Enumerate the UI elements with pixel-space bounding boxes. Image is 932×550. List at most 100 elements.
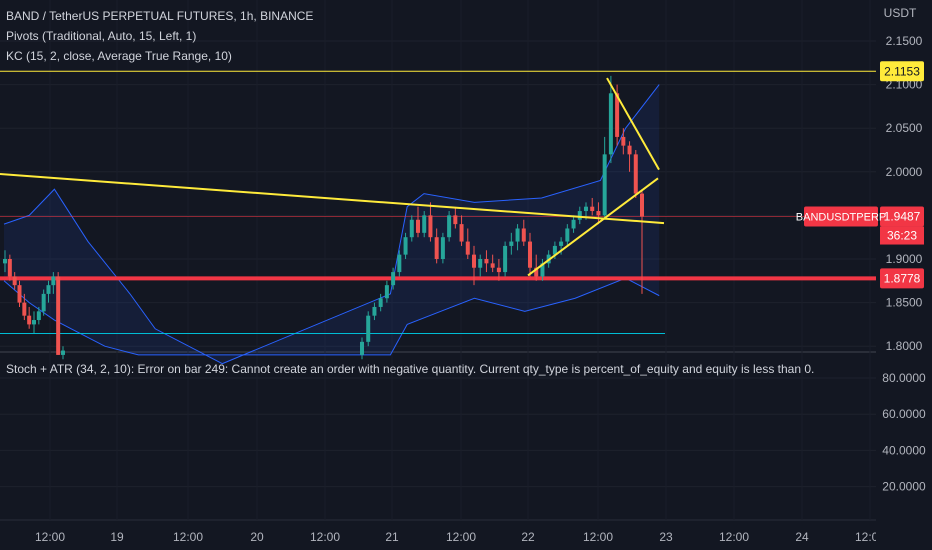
strategy-error-message: Stoch + ATR (34, 2, 10): Error on bar 24… — [6, 362, 815, 376]
candle-body — [36, 311, 41, 321]
time-tick-label: 12:00 — [310, 530, 340, 544]
candle-body — [509, 241, 514, 246]
symbol-badge — [804, 206, 878, 227]
candle-body — [490, 263, 495, 268]
time-tick-label: 12:00 — [35, 530, 65, 544]
symbol-badge-label: BANDUSDTPERP — [796, 212, 886, 224]
candle-body — [56, 276, 61, 355]
candle-body — [596, 211, 601, 216]
candle-body — [602, 154, 607, 216]
keltner-fill — [4, 84, 660, 364]
time-tick-label: 12:00 — [583, 530, 613, 544]
candle-body — [453, 215, 458, 225]
candle-body — [459, 224, 464, 242]
candle-body — [366, 315, 371, 342]
price-badge — [880, 268, 924, 289]
price-tick-label: 1.8500 — [886, 296, 923, 310]
candle-body — [22, 302, 27, 316]
candle-body — [503, 245, 508, 273]
price-badge-label: 1.8778 — [884, 271, 921, 285]
candle-body — [615, 93, 620, 137]
time-tick-label: 12:00 — [173, 530, 203, 544]
time-tick-label: 19 — [110, 530, 124, 544]
candle-body — [627, 145, 632, 155]
candle-body — [391, 272, 396, 286]
price-tick-label: 2.0000 — [886, 165, 923, 179]
osc-tick-label: 40.0000 — [882, 443, 926, 457]
candle-body — [403, 237, 408, 255]
countdown-badge — [880, 226, 924, 245]
candle-body — [559, 241, 564, 246]
candle-body — [51, 276, 56, 286]
osc-tick-label: 60.0000 — [882, 407, 926, 421]
candle-body — [12, 276, 17, 286]
candle-body — [440, 237, 445, 259]
time-tick-label: 12:00 — [446, 530, 476, 544]
time-tick-label: 23 — [659, 530, 673, 544]
candle-body — [465, 241, 470, 255]
candle-body — [397, 254, 402, 273]
candle-body — [7, 259, 12, 277]
candle-body — [27, 315, 32, 325]
time-tick-label: 22 — [521, 530, 535, 544]
candle-body — [416, 219, 420, 233]
candle-body — [633, 154, 638, 194]
time-tick-label: 20 — [250, 530, 264, 544]
osc-tick-label: 80.0000 — [882, 371, 926, 385]
time-tick-label: 21 — [385, 530, 399, 544]
chart-title: BAND / TetherUS PERPETUAL FUTURES, 1h, B… — [6, 9, 314, 23]
price-tick-label: 1.9000 — [886, 252, 923, 266]
time-tick-label: 12:00 — [719, 530, 749, 544]
candle-body — [590, 206, 595, 212]
price-axis-unit: USDT — [884, 6, 917, 20]
trendline — [0, 172, 665, 225]
candle-body — [565, 228, 570, 242]
price-badge — [880, 61, 924, 82]
trendline — [606, 77, 660, 171]
candle-body — [447, 215, 452, 238]
time-tick-label: 24 — [795, 530, 809, 544]
candle-body — [372, 306, 377, 316]
price-tick-label: 2.1500 — [886, 34, 923, 48]
candle-body — [428, 215, 433, 238]
candle-body — [577, 211, 582, 220]
countdown-label: 36:23 — [887, 229, 917, 243]
price-badge-label: 1.9487 — [884, 210, 921, 224]
candle-body — [496, 267, 501, 273]
candle-body — [608, 93, 613, 155]
candle-body — [515, 228, 520, 242]
candle-body — [621, 136, 626, 146]
price-tick-label: 1.8000 — [886, 339, 923, 353]
candle-body — [584, 206, 588, 212]
candle-body — [409, 219, 414, 238]
candle-body — [3, 259, 7, 264]
candle-body — [571, 219, 576, 229]
candle-body — [41, 293, 46, 312]
candle-body — [32, 320, 36, 325]
candle-body — [378, 298, 383, 307]
candle-body — [484, 259, 489, 264]
candle-body — [422, 215, 427, 233]
candle-body — [640, 193, 644, 217]
candle-body — [552, 245, 557, 255]
osc-tick-label: 20.0000 — [882, 480, 926, 494]
candle-body — [360, 341, 364, 355]
keltner-upper — [3, 84, 660, 365]
candle-body — [472, 254, 476, 268]
price-badge-label: 2.1153 — [884, 64, 920, 78]
price-badge — [880, 206, 924, 227]
candle-body — [61, 350, 65, 355]
candle-body — [46, 285, 51, 294]
candle-body — [534, 267, 539, 277]
indicator-pivots[interactable]: Pivots (Traditional, Auto, 15, Left, 1) — [6, 29, 197, 43]
candle-body — [434, 237, 439, 259]
candle-body — [540, 263, 545, 277]
candle-body — [521, 228, 526, 242]
price-tick-label: 2.0500 — [886, 121, 923, 135]
indicator-keltner[interactable]: KC (15, 2, close, Average True Range, 10… — [6, 49, 232, 63]
trendline — [527, 177, 659, 277]
candle-body — [478, 259, 483, 268]
candle-body — [17, 285, 22, 303]
